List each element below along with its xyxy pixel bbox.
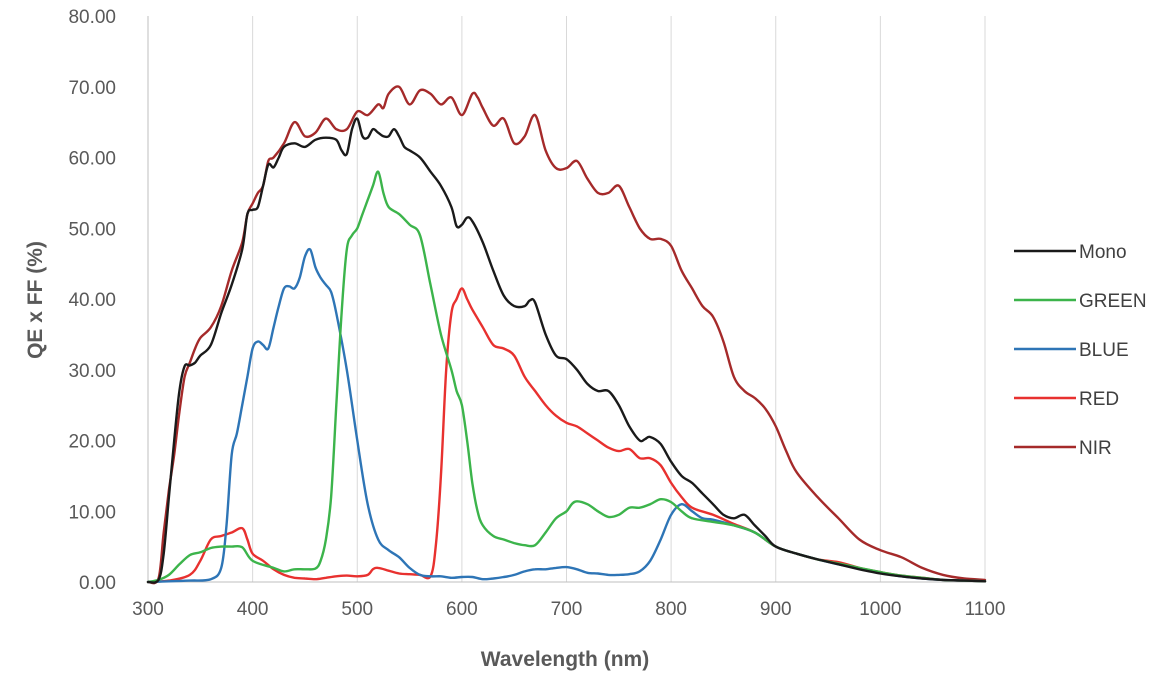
legend-label-green: GREEN	[1079, 291, 1147, 312]
x-tick-label-800: 800	[655, 599, 687, 620]
legend-label-nir: NIR	[1079, 438, 1112, 459]
x-tick-label-1100: 1100	[965, 599, 1006, 620]
x-tick-label-900: 900	[760, 599, 792, 620]
y-tick-label-40: 40.00	[68, 290, 116, 311]
legend-label-blue: BLUE	[1079, 340, 1129, 361]
gridlines	[252, 16, 986, 582]
x-tick-label-700: 700	[551, 599, 583, 620]
y-tick-label-50: 50.00	[68, 219, 116, 240]
series-line-mono	[146, 117, 987, 584]
y-tick-label-60: 60.00	[68, 149, 116, 170]
y-tick-label-0: 0.00	[79, 573, 116, 594]
legend-label-red: RED	[1079, 389, 1119, 410]
series-line-green	[146, 170, 987, 584]
x-axis-title: Wavelength (nm)	[481, 648, 649, 671]
y-tick-label-80: 80.00	[68, 7, 116, 28]
axes: 300 400 500 600 700 800 900 1000 1100 0.00 10.00 20…	[68, 7, 1005, 620]
y-tick-label-20: 20.00	[68, 432, 116, 453]
y-tick-label-30: 30.00	[68, 361, 116, 382]
legend: Mono GREEN BLUE RED NIR	[1014, 242, 1147, 459]
series-line-blue	[146, 247, 987, 584]
x-tick-label-300: 300	[132, 599, 164, 620]
x-tick-label-500: 500	[341, 599, 373, 620]
legend-label-mono: Mono	[1079, 242, 1127, 263]
y-tick-label-70: 70.00	[68, 78, 116, 99]
x-tick-label-1000: 1000	[859, 599, 901, 620]
x-tick-label-400: 400	[237, 599, 269, 620]
series-lines	[146, 85, 987, 585]
y-axis-title: QE x FF (%)	[24, 241, 47, 359]
y-tick-label-10: 10.00	[68, 502, 116, 523]
x-tick-label-600: 600	[446, 599, 478, 620]
